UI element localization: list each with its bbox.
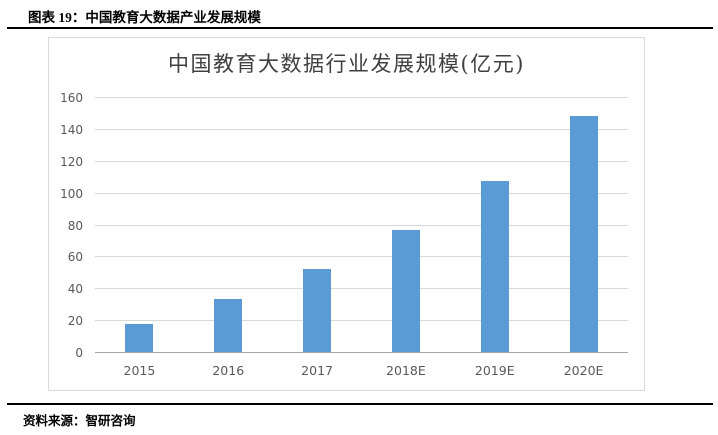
x-tick-label: 2015 xyxy=(123,363,156,378)
y-tick-label: 80 xyxy=(67,218,83,233)
gridline xyxy=(95,97,628,98)
chart-title: 中国教育大数据行业发展规模(亿元) xyxy=(168,52,525,76)
y-tick-label: 120 xyxy=(60,154,83,169)
y-tick-label: 100 xyxy=(60,186,83,201)
y-tick-label: 60 xyxy=(67,250,83,265)
chart-container: 中国教育大数据行业发展规模(亿元) 0 20 40 60 80 100 120 140 160 … xyxy=(48,37,645,391)
x-tick-label: 2018E xyxy=(386,363,426,378)
figure-caption: 图表 19：中国教育大数据产业发展规模 xyxy=(28,10,261,25)
gridline xyxy=(95,160,628,162)
bar-2017 xyxy=(303,268,332,353)
bar-2020E xyxy=(569,115,598,353)
gridline xyxy=(95,192,628,194)
y-axis: 0 20 40 60 80 100 120 140 160 xyxy=(49,92,83,359)
source-divider-line xyxy=(7,403,713,405)
bar-2019E xyxy=(480,180,509,353)
x-axis-baseline xyxy=(95,352,628,353)
x-axis: 2015 2016 2017 2018E 2019E 2020E xyxy=(95,359,628,381)
x-tick-label: 2016 xyxy=(212,363,245,378)
bar-2018E xyxy=(391,230,420,353)
gridline xyxy=(95,128,628,130)
x-tick-label: 2017 xyxy=(301,363,333,378)
source-note: 资料来源：智研咨询 xyxy=(23,414,136,428)
x-tick-label: 2019E xyxy=(474,363,515,378)
y-tick-label: 20 xyxy=(67,314,83,329)
gridline xyxy=(95,256,628,258)
gridline xyxy=(95,288,628,290)
caption-divider-line xyxy=(7,27,713,29)
gridline xyxy=(95,224,628,226)
y-tick-label: 140 xyxy=(60,122,83,137)
y-tick-label: 160 xyxy=(60,91,83,105)
bar-2016 xyxy=(214,298,243,353)
plot-area xyxy=(95,97,628,353)
x-tick-label: 2020E xyxy=(563,363,604,378)
y-tick-label: 40 xyxy=(67,282,83,297)
gridline xyxy=(95,320,628,322)
bar-2015 xyxy=(125,324,154,353)
y-tick-label: 0 xyxy=(75,346,83,360)
